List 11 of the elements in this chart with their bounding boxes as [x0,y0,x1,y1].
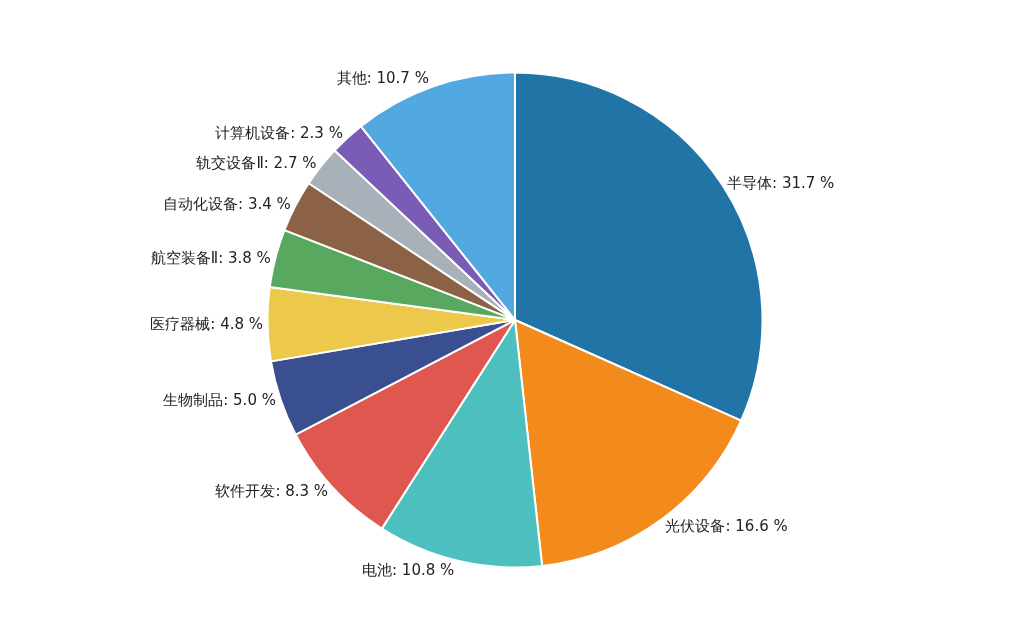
slice-label: 计算机设备: 2.3 % [215,123,343,142]
slice-label: 生物制品: 5.0 % [163,390,276,409]
slice-label: 航空装备Ⅱ: 3.8 % [150,248,271,267]
slice-label: 电池: 10.8 % [362,560,455,579]
slice-label: 医疗器械: 4.8 % [150,315,264,334]
slice-label: 轨交设备Ⅱ: 2.7 % [196,153,317,172]
slice-label: 软件开发: 8.3 % [215,482,329,501]
slice-label: 半导体: 31.7 % [727,173,835,192]
slice-label: 光伏设备: 16.6 % [665,516,788,535]
slice-label: 其他: 10.7 % [336,69,429,88]
slice-label: 自动化设备: 3.4 % [163,195,291,214]
